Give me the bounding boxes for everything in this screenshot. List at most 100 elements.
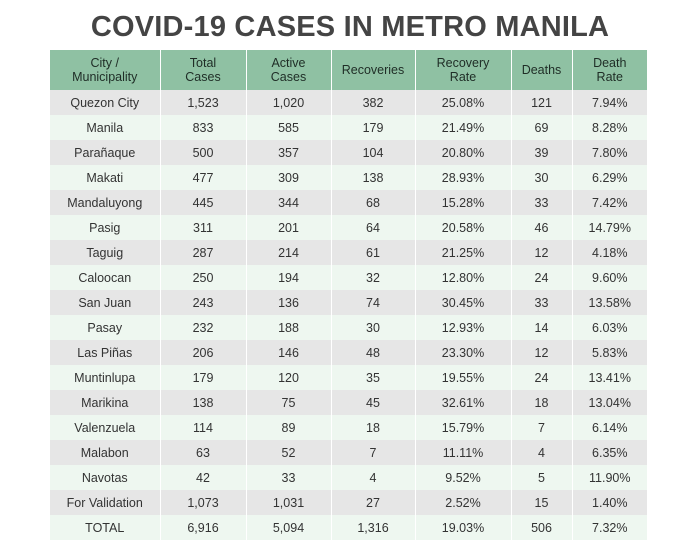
table-row: Las Piñas 206 146 48 23.30% 12 5.83% xyxy=(50,340,647,365)
table-row: Pasay 232 188 30 12.93% 14 6.03% xyxy=(50,315,647,340)
active-cases-cell: 357 xyxy=(246,140,332,165)
death-rate-cell: 13.41% xyxy=(572,365,647,390)
recoveries-cell: 45 xyxy=(331,390,416,415)
recovery-rate-cell: 12.80% xyxy=(415,265,512,290)
active-cases-cell: 194 xyxy=(246,265,332,290)
recoveries-cell: 64 xyxy=(331,215,416,240)
recovery-rate-cell: 12.93% xyxy=(415,315,512,340)
total-cases-cell: 287 xyxy=(160,240,247,265)
recoveries-cell: 104 xyxy=(331,140,416,165)
recovery-rate-cell: 20.58% xyxy=(415,215,512,240)
city-cell: Parañaque xyxy=(50,140,161,165)
recovery-rate-cell: 15.28% xyxy=(415,190,512,215)
active-cases-header: Active Cases xyxy=(246,50,332,90)
city-cell: Pasay xyxy=(50,315,161,340)
city-cell: Makati xyxy=(50,165,161,190)
city-cell: Manila xyxy=(50,115,161,140)
total-cases-cell: 232 xyxy=(160,315,247,340)
death-rate-cell: 4.18% xyxy=(572,240,647,265)
page-title: COVID-19 CASES IN METRO MANILA xyxy=(90,11,610,43)
table-row: Caloocan 250 194 32 12.80% 24 9.60% xyxy=(50,265,647,290)
deaths-cell: 33 xyxy=(511,290,573,315)
deaths-cell: 46 xyxy=(511,215,573,240)
recoveries-cell: 30 xyxy=(331,315,416,340)
active-cases-cell: 214 xyxy=(246,240,332,265)
active-cases-cell: 201 xyxy=(246,215,332,240)
city-cell: Pasig xyxy=(50,215,161,240)
deaths-cell: 506 xyxy=(511,515,573,540)
active-cases-cell: 344 xyxy=(246,190,332,215)
total-cases-cell: 63 xyxy=(160,440,247,465)
active-cases-cell: 136 xyxy=(246,290,332,315)
recoveries-cell: 35 xyxy=(331,365,416,390)
active-cases-cell: 5,094 xyxy=(246,515,332,540)
city-cell: Las Piñas xyxy=(50,340,161,365)
deaths-cell: 18 xyxy=(511,390,573,415)
recovery-rate-cell: 32.61% xyxy=(415,390,512,415)
death-rate-cell: 11.90% xyxy=(572,465,647,490)
total-cases-cell: 42 xyxy=(160,465,247,490)
total-cases-cell: 206 xyxy=(160,340,247,365)
death-rate-cell: 6.35% xyxy=(572,440,647,465)
active-cases-cell: 188 xyxy=(246,315,332,340)
active-cases-cell: 33 xyxy=(246,465,332,490)
death-rate-cell: 5.83% xyxy=(572,340,647,365)
recoveries-cell: 382 xyxy=(331,90,416,115)
recoveries-cell: 27 xyxy=(331,490,416,515)
total-cases-cell: 243 xyxy=(160,290,247,315)
recovery-rate-cell: 15.79% xyxy=(415,415,512,440)
recovery-rate-cell: 21.49% xyxy=(415,115,512,140)
death-rate-header: Death Rate xyxy=(572,50,647,90)
table-row: Pasig 311 201 64 20.58% 46 14.79% xyxy=(50,215,647,240)
table-header-row: City / Municipality Total Cases Active Cases R… xyxy=(50,50,647,90)
active-cases-cell: 52 xyxy=(246,440,332,465)
recovery-rate-cell: 20.80% xyxy=(415,140,512,165)
death-rate-cell: 9.60% xyxy=(572,265,647,290)
deaths-cell: 24 xyxy=(511,265,573,290)
deaths-header: Deaths xyxy=(511,50,573,90)
deaths-cell: 39 xyxy=(511,140,573,165)
total-cases-cell: 1,073 xyxy=(160,490,247,515)
death-rate-cell: 6.03% xyxy=(572,315,647,340)
active-cases-cell: 309 xyxy=(246,165,332,190)
death-rate-cell: 7.32% xyxy=(572,515,647,540)
city-cell: San Juan xyxy=(50,290,161,315)
total-cases-cell: 250 xyxy=(160,265,247,290)
table-row: Makati 477 309 138 28.93% 30 6.29% xyxy=(50,165,647,190)
recovery-rate-cell: 25.08% xyxy=(415,90,512,115)
recoveries-cell: 4 xyxy=(331,465,416,490)
recoveries-cell: 32 xyxy=(331,265,416,290)
death-rate-cell: 7.42% xyxy=(572,190,647,215)
recoveries-cell: 138 xyxy=(331,165,416,190)
city-cell: Caloocan xyxy=(50,265,161,290)
recovery-rate-cell: 19.03% xyxy=(415,515,512,540)
table-row: Manila 833 585 179 21.49% 69 8.28% xyxy=(50,115,647,140)
city-cell: Malabon xyxy=(50,440,161,465)
city-cell: Muntinlupa xyxy=(50,365,161,390)
death-rate-cell: 8.28% xyxy=(572,115,647,140)
cases-table: City / Municipality Total Cases Active Cases R… xyxy=(50,50,647,540)
city-cell: Mandaluyong xyxy=(50,190,161,215)
recoveries-cell: 61 xyxy=(331,240,416,265)
death-rate-cell: 13.58% xyxy=(572,290,647,315)
recovery-rate-cell: 9.52% xyxy=(415,465,512,490)
deaths-cell: 5 xyxy=(511,465,573,490)
deaths-cell: 4 xyxy=(511,440,573,465)
death-rate-cell: 14.79% xyxy=(572,215,647,240)
death-rate-cell: 6.29% xyxy=(572,165,647,190)
table-row: Mandaluyong 445 344 68 15.28% 33 7.42% xyxy=(50,190,647,215)
table-row: Valenzuela 114 89 18 15.79% 7 6.14% xyxy=(50,415,647,440)
deaths-cell: 15 xyxy=(511,490,573,515)
deaths-cell: 12 xyxy=(511,240,573,265)
city-cell: TOTAL xyxy=(50,515,161,540)
city-cell: Quezon City xyxy=(50,90,161,115)
deaths-cell: 121 xyxy=(511,90,573,115)
deaths-cell: 30 xyxy=(511,165,573,190)
cases-table-container: City / Municipality Total Cases Active Cases R… xyxy=(50,50,647,540)
recovery-rate-header: Recovery Rate xyxy=(415,50,512,90)
table-body: Quezon City 1,523 1,020 382 25.08% 121 7.94% Ma… xyxy=(50,90,647,540)
total-cases-cell: 445 xyxy=(160,190,247,215)
recovery-rate-cell: 11.11% xyxy=(415,440,512,465)
city-cell: Marikina xyxy=(50,390,161,415)
recovery-rate-cell: 30.45% xyxy=(415,290,512,315)
